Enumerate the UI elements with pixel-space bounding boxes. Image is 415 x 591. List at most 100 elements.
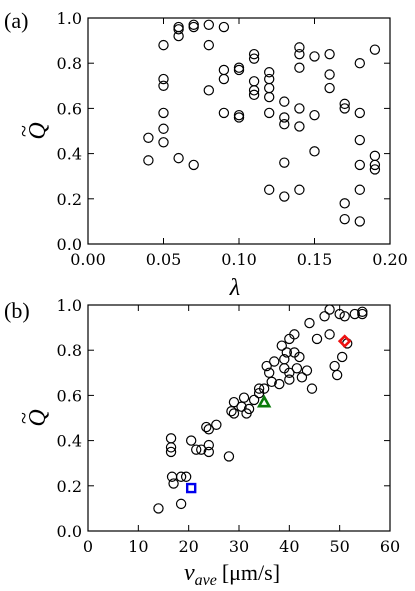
panel-a-y-axis-letter: Q [25,122,51,139]
panel-b-y-axis-accent: ~ [11,412,36,424]
data-point [279,157,290,168]
data-point [188,21,199,33]
data-point [143,155,154,166]
data-point [248,53,260,64]
data-point [324,69,335,80]
data-point [203,85,214,96]
data-point [175,498,187,510]
data-point [165,446,177,458]
data-point [261,360,272,372]
data-point [158,137,169,148]
y-tick-label: 0.2 [57,477,82,496]
x-tick-label: 0.05 [146,250,182,269]
data-point-diamond [337,334,352,348]
data-point [264,107,275,119]
data-point-square [185,482,197,494]
data-point [223,451,235,462]
data-point [289,329,300,340]
data-point [233,64,245,76]
y-tick-label: 0.6 [57,386,82,405]
panel-b-y-axis-letter: Q [25,409,51,426]
data-point [311,333,323,345]
panel-b-points [153,304,368,514]
y-tick-label: 0.8 [57,54,82,73]
data-point [369,150,381,162]
data-point [357,308,368,320]
data-point [339,213,350,225]
panel-a-points [143,19,381,227]
data-point [306,383,318,394]
data-point [284,374,295,385]
data-point [276,340,287,351]
data-point [248,48,260,60]
data-point [279,96,290,107]
data-point [354,134,365,146]
data-point [354,216,365,227]
data-point [309,109,320,121]
data-point [203,19,214,30]
data-point [329,360,340,372]
data-point [309,146,320,157]
data-point [279,354,290,365]
data-point [253,383,265,394]
x-tick-label: 0.15 [297,250,333,269]
data-point [153,503,164,514]
data-point [175,471,187,482]
panel-a-y-axis-label: Q ~ [11,122,51,139]
data-point [233,112,245,123]
panel-b-x-ticks: 0 10 20 30 40 50 60 [83,305,400,556]
x-tick-label: 0.00 [70,250,106,269]
data-point [324,329,335,340]
data-point [211,419,222,430]
data-point [243,403,255,415]
data-point [165,433,177,444]
data-point [334,308,345,320]
x-tick-label: 20 [178,537,198,556]
data-point [294,62,305,73]
data-point [218,64,230,76]
data-point [158,80,169,92]
x-tick-label: 40 [279,537,299,556]
panel-b-y-ticks: 0.0 0.2 0.4 0.6 0.8 1.0 [57,296,390,541]
data-point [336,351,348,363]
data-point [264,82,275,94]
data-point [226,406,237,417]
panel-a-x-ticks: 0.00 0.05 0.10 0.15 0.20 [70,18,408,269]
data-point [266,376,277,388]
data-point [284,367,295,378]
data-point [294,121,305,132]
panel-a-y-ticks: 0.0 0.2 0.4 0.6 0.8 1.0 [57,9,390,254]
data-point [173,24,184,35]
data-point [319,311,330,322]
data-point [296,372,308,383]
data-point [173,152,184,164]
data-point [191,444,202,455]
data-point [238,392,250,403]
panel-a: (a) 0.00 0.05 0.10 0.15 0.20 0.0 0.2 0.4 0.6 0.8… [4,8,408,301]
data-point [168,478,179,489]
panel-b-x-axis-unit: [μm/s] [222,560,280,585]
data-point [294,103,305,114]
data-point [258,383,270,394]
panel-b-label: (b) [4,298,30,323]
y-tick-label: 0.0 [57,522,82,541]
data-point [274,378,285,390]
y-tick-label: 0.8 [57,341,82,360]
data-point [264,91,275,103]
y-tick-label: 1.0 [57,9,82,28]
x-tick-label: 0 [83,537,93,556]
data-point [158,107,169,119]
data-point [228,396,240,408]
data-point [281,347,293,358]
data-point [203,439,214,451]
y-tick-label: 0.0 [57,235,82,254]
data-point [173,30,184,42]
data-point [294,351,305,363]
x-tick-label: 0.10 [221,250,257,269]
data-point [196,444,207,455]
y-tick-label: 1.0 [57,296,82,315]
panel-a-x-axis-label: λ [229,275,240,301]
data-point [324,82,335,94]
x-tick-label: 60 [380,537,400,556]
panel-b-x-axis-subscript: ave [195,572,217,589]
